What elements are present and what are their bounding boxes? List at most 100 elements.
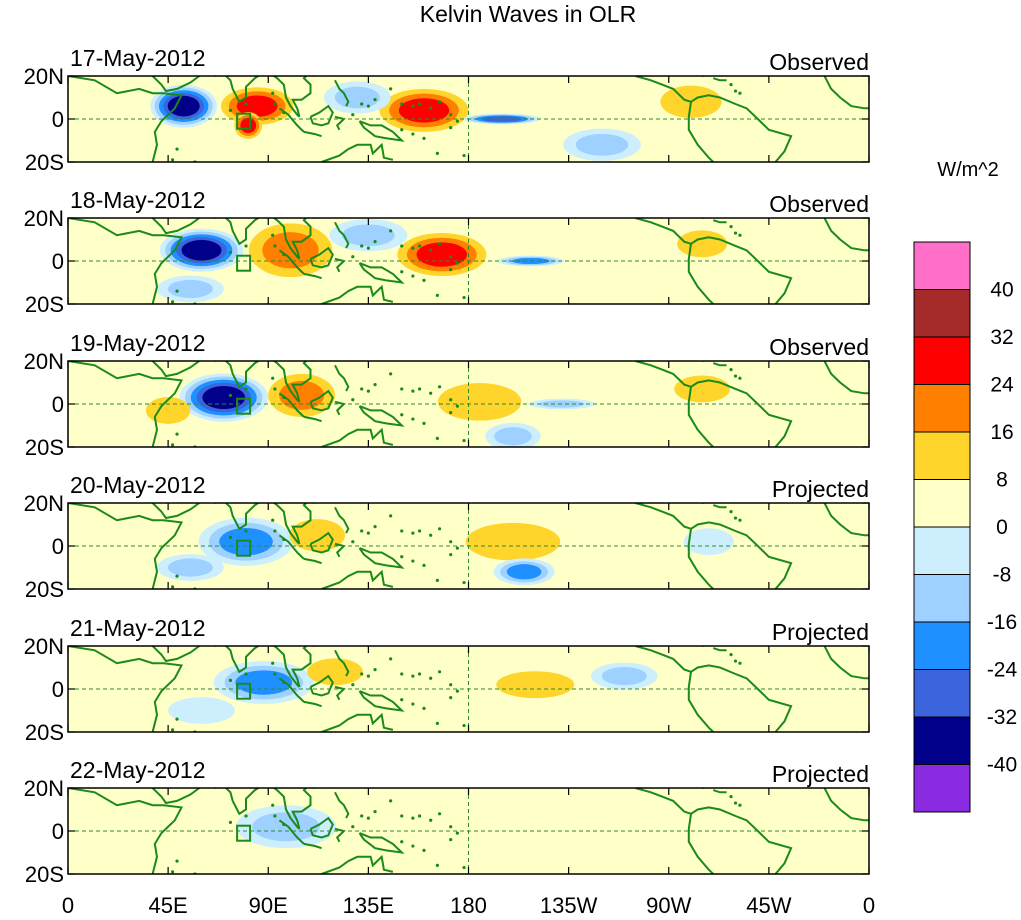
- island: [271, 376, 275, 380]
- coastlines: [68, 788, 869, 874]
- anomaly-contour: [236, 95, 278, 117]
- coastline: [358, 690, 405, 712]
- colorbar-swatch: [913, 479, 971, 528]
- island: [175, 289, 179, 293]
- island: [437, 527, 442, 531]
- lon-tick-label: 0: [62, 893, 74, 918]
- lat-tick-label: 20N: [24, 634, 64, 659]
- anomaly-blob: [248, 223, 333, 278]
- island: [733, 516, 738, 520]
- coastline: [214, 218, 261, 246]
- island: [366, 104, 370, 108]
- island: [435, 863, 439, 868]
- island: [417, 244, 422, 248]
- island: [449, 838, 453, 842]
- island: [437, 670, 442, 674]
- colorbar-units: W/m^2: [937, 159, 999, 181]
- island: [411, 844, 415, 848]
- island: [351, 398, 355, 402]
- island: [400, 529, 404, 533]
- island: [429, 818, 433, 822]
- island: [411, 274, 415, 278]
- anomaly-blob: [268, 373, 335, 417]
- island: [366, 246, 370, 250]
- anomaly-contour: [167, 95, 200, 117]
- coastline: [151, 76, 200, 93]
- anomaly-blob: [323, 81, 391, 114]
- island: [411, 559, 415, 563]
- panel-6: 20N 0 20S 22-May-2012 Projected: [24, 757, 870, 887]
- anomaly-contour: [181, 239, 222, 261]
- coastline: [334, 791, 350, 819]
- coastline: [309, 531, 334, 554]
- island: [738, 518, 742, 522]
- anomaly-contour: [683, 528, 734, 556]
- island: [273, 814, 277, 818]
- island: [366, 531, 370, 535]
- lat-tick-label: 0: [52, 107, 64, 132]
- island: [273, 102, 277, 106]
- island: [411, 531, 415, 535]
- coastline: [712, 362, 727, 367]
- anomaly-blob: [397, 233, 487, 277]
- anomaly-contour: [506, 564, 542, 580]
- anomaly-contour: [674, 375, 730, 403]
- island: [400, 413, 404, 417]
- coastline: [68, 646, 184, 732]
- anomaly-blob: [157, 554, 224, 581]
- lat-tick-label: 0: [52, 534, 64, 559]
- coastline: [334, 115, 346, 131]
- anomaly-contour: [575, 133, 629, 156]
- coastline: [334, 400, 346, 416]
- island: [729, 368, 733, 372]
- anomaly-contour: [398, 98, 450, 123]
- island: [170, 443, 175, 447]
- panel-date: 22-May-2012: [70, 757, 206, 783]
- lon-tick-label: 180: [450, 893, 487, 918]
- coastline: [214, 361, 261, 389]
- lat-tick-label: 20N: [24, 349, 64, 374]
- island: [449, 540, 453, 544]
- island: [351, 825, 355, 829]
- island: [351, 113, 355, 117]
- island: [449, 696, 453, 700]
- lat-tick-label: 0: [52, 392, 64, 417]
- coastline: [151, 361, 200, 378]
- panel-kind: Projected: [772, 761, 869, 787]
- anomaly-contour: [601, 667, 647, 686]
- lat-tick-label: 20S: [25, 862, 64, 887]
- island: [411, 674, 415, 678]
- island: [729, 795, 733, 799]
- coastline: [358, 262, 405, 284]
- anomaly-contour: [416, 242, 468, 267]
- anomaly-contour: [202, 385, 246, 410]
- coastline: [334, 364, 350, 392]
- coastline: [334, 649, 350, 677]
- coastline: [309, 674, 334, 697]
- colorbar-label: -24: [987, 659, 1018, 682]
- island: [360, 102, 364, 106]
- island: [435, 578, 439, 583]
- anomaly-blob: [307, 658, 363, 686]
- island: [400, 128, 404, 132]
- island: [400, 672, 404, 676]
- island: [389, 87, 393, 91]
- island: [360, 387, 364, 391]
- panel-kind: Observed: [769, 334, 869, 360]
- anomaly-contour: [168, 697, 235, 724]
- island: [282, 110, 286, 115]
- lat-tick-label: 20S: [25, 292, 64, 317]
- island: [429, 676, 433, 680]
- island: [228, 820, 233, 825]
- island: [429, 248, 433, 252]
- island: [422, 563, 426, 567]
- anomaly-blob: [496, 671, 575, 699]
- island: [435, 721, 439, 726]
- island: [282, 537, 286, 542]
- coastline: [712, 789, 727, 794]
- island: [738, 233, 742, 237]
- anomaly-blob: [590, 662, 658, 690]
- coastline: [272, 218, 301, 260]
- coastline: [291, 361, 315, 403]
